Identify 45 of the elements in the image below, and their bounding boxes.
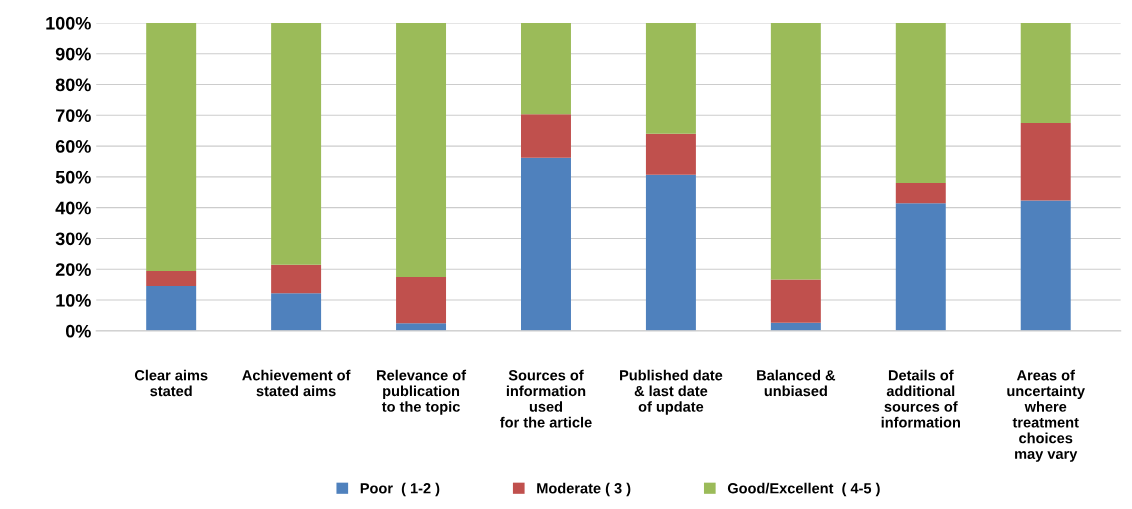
x-tick-label: Balanced & unbiased [757, 369, 836, 397]
x-tick-label: Areas of uncertainty where treatment choices may vary [1007, 369, 1085, 462]
bar [146, 271, 197, 286]
bar [396, 276, 447, 324]
x-tick-label: Clear aims stated [134, 369, 208, 397]
bar [645, 133, 696, 175]
y-tick-label: 40% [55, 201, 91, 215]
bar [1020, 122, 1071, 201]
y-tick-label: 100% [46, 16, 91, 30]
y-tick-label: 10% [56, 293, 91, 307]
y-tick-label: 50% [55, 170, 91, 184]
y-tick-label: 0% [65, 324, 91, 338]
bar [770, 279, 821, 323]
bar [645, 22, 696, 134]
bar [521, 22, 571, 115]
x-tick-label: Achievement of stated aims [242, 369, 351, 397]
bar [521, 157, 571, 331]
y-tick-label: 30% [55, 232, 91, 246]
bar [146, 22, 197, 272]
legend-label: Good/Excellent ( 4-5 ) [727, 482, 880, 497]
bar [146, 285, 197, 331]
bar [396, 323, 447, 331]
x-tick-label: Sources of information used for the article [500, 369, 592, 428]
bar [895, 22, 946, 184]
x-tick-label: Relevance of publication to the topic [377, 369, 467, 415]
legend-label: Poor ( 1-2 ) [360, 482, 440, 497]
bar [396, 22, 447, 277]
y-tick-label: 80% [55, 78, 91, 92]
y-tick-label: 70% [56, 109, 91, 123]
bar [1020, 22, 1071, 123]
bar [1020, 200, 1071, 331]
legend-label: Moderate ( 3 ) [537, 482, 631, 497]
x-tick-label: Published date & last date of update [620, 369, 723, 415]
bar [271, 22, 322, 265]
bar [770, 22, 821, 280]
bar [271, 293, 322, 331]
bar [645, 174, 696, 331]
y-tick-label: 90% [55, 47, 91, 61]
bar [521, 114, 571, 158]
y-tick-label: 60% [55, 140, 91, 153]
bar [895, 203, 946, 331]
y-tick-label: 20% [55, 263, 91, 276]
x-tick-label: Details of additional sources of information [881, 369, 960, 428]
bar [895, 183, 946, 204]
bar [271, 264, 322, 294]
